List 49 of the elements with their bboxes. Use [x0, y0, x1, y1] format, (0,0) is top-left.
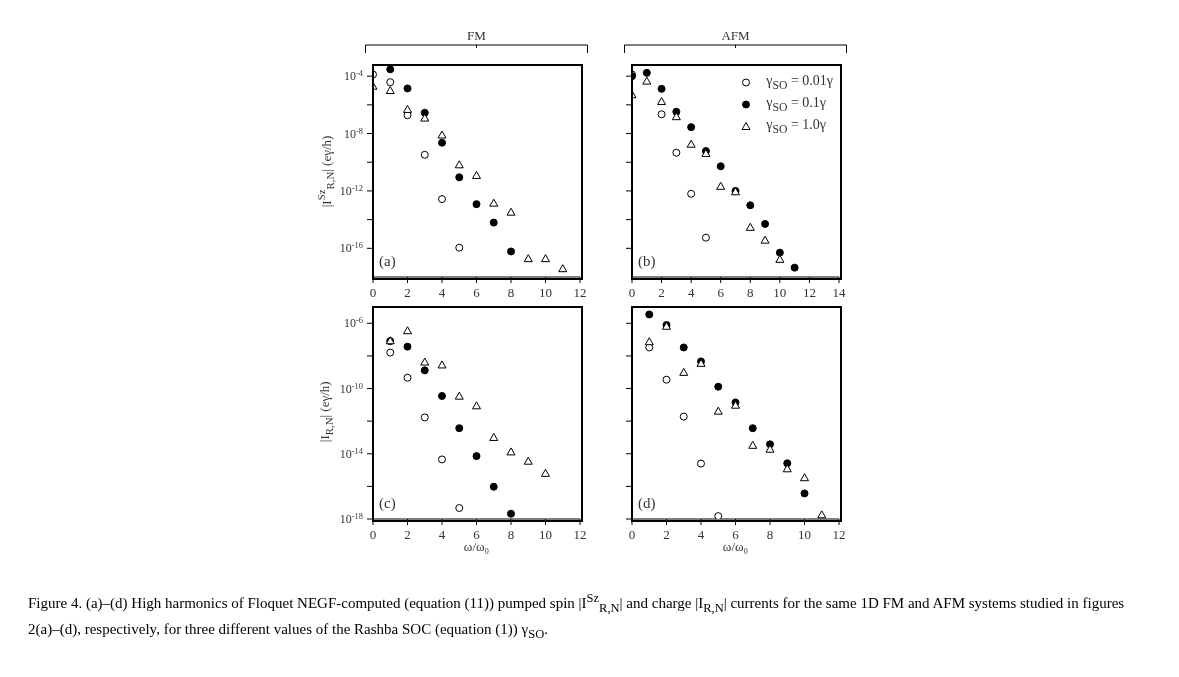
- annotation: (a): [379, 253, 396, 269]
- x-tick-label: 0: [628, 527, 636, 542]
- text: Figure 4. (a)–(d) High harmonics of Floquet NEGF-computed (equation (11)) pumped spin |I$^{Sz}$$_{R,N}$| and charge |I$_{R,N}$| currents for the same 1D FM and AFM systems studied in figures 2(a)–(d), respectively, for three different values of the Rashba SOC (equation (1)) γ$_{SO}$.: [28, 591, 1125, 641]
- x-tick-label: 6: [732, 527, 740, 542]
- y-tick-label: 10$^{-16}$: [339, 240, 363, 256]
- chart-title: AFM: [721, 28, 750, 43]
- x-tick-label: 2: [404, 527, 411, 542]
- x-tick-label: 0: [369, 527, 377, 542]
- annotation: (c): [379, 495, 396, 511]
- x-tick-label: 10: [539, 527, 552, 542]
- x-tick-label: 2: [404, 285, 411, 300]
- x-axis-title: ω/ω₀: [463, 539, 490, 554]
- y-tick-label: 10$^{-18}$: [339, 511, 363, 526]
- x-tick-label: 0: [369, 285, 377, 300]
- x-tick-label: 8: [507, 285, 515, 300]
- x-tick-label: 10: [539, 285, 552, 300]
- x-tick-label: 4: [438, 285, 446, 300]
- x-tick-label: 14: [832, 285, 846, 300]
- x-tick-label: 2: [658, 285, 665, 300]
- x-tick-label: 8: [507, 527, 515, 542]
- y-tick-label: 10$^{-4}$: [344, 68, 364, 84]
- y-tick-label: 10$^{-10}$: [339, 381, 363, 396]
- x-tick-label: 12: [573, 527, 587, 542]
- x-tick-label: 10: [773, 285, 787, 300]
- y-tick-label: 10$^{-8}$: [344, 126, 363, 141]
- legend-label: γ$_{SO}$ = 0.01γ: [766, 72, 833, 92]
- x-tick-label: 4: [697, 527, 705, 542]
- x-tick-label: 12: [802, 285, 816, 300]
- x-tick-label: 8: [766, 527, 774, 542]
- y-tick-label: 10$^{-6}$: [344, 315, 363, 331]
- x-tick-label: 6: [717, 285, 725, 300]
- y-tick-label: 10$^{-14}$: [339, 446, 364, 461]
- x-tick-label: 12: [573, 285, 587, 300]
- x-tick-label: 4: [687, 285, 695, 300]
- x-tick-label: 4: [438, 527, 446, 542]
- annotation: (d): [638, 495, 656, 511]
- chart-title: FM: [467, 28, 486, 43]
- x-tick-label: 2: [663, 527, 670, 542]
- x-tick-label: 12: [832, 527, 846, 542]
- legend-label: γ$_{SO}$ = 1.0γ: [766, 116, 826, 136]
- legend-label: γ$_{SO}$ = 0.1γ: [766, 94, 826, 114]
- x-tick-label: 8: [747, 285, 754, 300]
- x-tick-label: 6: [473, 527, 481, 542]
- x-tick-label: 6: [473, 285, 481, 300]
- y-tick-label: 10$^{-12}$: [339, 183, 363, 198]
- annotation: (b): [638, 253, 656, 269]
- x-axis-title: ω/ω₀: [722, 539, 749, 554]
- x-tick-label: 10: [798, 527, 811, 542]
- x-tick-label: 0: [628, 285, 636, 300]
